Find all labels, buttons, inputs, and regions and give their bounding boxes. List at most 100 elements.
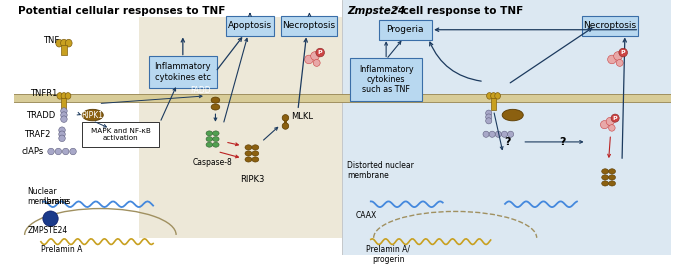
Bar <box>62 98 66 110</box>
Circle shape <box>61 116 67 122</box>
Ellipse shape <box>601 175 608 180</box>
Circle shape <box>608 125 615 131</box>
Ellipse shape <box>601 181 608 186</box>
Circle shape <box>311 52 319 60</box>
Ellipse shape <box>252 151 259 156</box>
Circle shape <box>483 131 489 137</box>
Circle shape <box>70 148 76 155</box>
Bar <box>61 45 67 55</box>
Circle shape <box>495 131 501 137</box>
Circle shape <box>55 148 62 155</box>
Circle shape <box>59 135 65 142</box>
Bar <box>491 98 496 110</box>
Ellipse shape <box>211 97 220 103</box>
Text: Necroptosis: Necroptosis <box>584 21 636 30</box>
Circle shape <box>305 55 313 64</box>
Circle shape <box>59 131 65 138</box>
Ellipse shape <box>252 157 259 162</box>
Circle shape <box>486 118 492 124</box>
Circle shape <box>59 127 65 134</box>
Text: Distorted nuclear
membrane: Distorted nuclear membrane <box>347 161 414 181</box>
Text: Inflammatory
cytokines
such as TNF: Inflammatory cytokines such as TNF <box>359 65 414 94</box>
Ellipse shape <box>60 39 67 47</box>
Circle shape <box>601 120 608 129</box>
FancyBboxPatch shape <box>379 20 432 40</box>
Ellipse shape <box>245 145 252 150</box>
Circle shape <box>608 55 616 64</box>
Text: CAAX: CAAX <box>356 211 377 220</box>
FancyBboxPatch shape <box>582 16 638 36</box>
Ellipse shape <box>608 169 616 174</box>
Ellipse shape <box>495 93 501 99</box>
Circle shape <box>316 48 325 57</box>
Circle shape <box>313 60 320 66</box>
Bar <box>139 17 342 238</box>
Ellipse shape <box>245 157 252 162</box>
Text: Zmpste24: Zmpste24 <box>347 6 405 16</box>
Text: RIPK3: RIPK3 <box>240 174 264 184</box>
Ellipse shape <box>252 145 259 150</box>
FancyBboxPatch shape <box>281 16 337 36</box>
Circle shape <box>43 211 58 226</box>
Ellipse shape <box>212 137 219 142</box>
FancyBboxPatch shape <box>225 16 275 36</box>
Text: Inflammatory
cytokines etc: Inflammatory cytokines etc <box>155 62 211 82</box>
Ellipse shape <box>211 104 220 110</box>
Circle shape <box>489 131 495 137</box>
Circle shape <box>611 114 619 122</box>
Text: TNFR1: TNFR1 <box>30 89 58 98</box>
Bar <box>342 94 671 102</box>
Ellipse shape <box>212 142 219 147</box>
Ellipse shape <box>206 131 212 136</box>
FancyBboxPatch shape <box>350 58 422 101</box>
Text: RIPK1: RIPK1 <box>82 111 103 120</box>
Text: P: P <box>621 50 625 55</box>
Circle shape <box>61 108 67 114</box>
Circle shape <box>48 148 54 155</box>
Circle shape <box>616 60 623 66</box>
Ellipse shape <box>245 151 252 156</box>
Bar <box>14 94 342 102</box>
Text: TRAF2: TRAF2 <box>24 130 50 139</box>
Ellipse shape <box>502 109 523 121</box>
Ellipse shape <box>57 93 63 99</box>
Circle shape <box>486 114 492 120</box>
Circle shape <box>61 112 67 118</box>
Circle shape <box>508 131 514 137</box>
Ellipse shape <box>65 39 72 47</box>
Text: Apoptosis: Apoptosis <box>228 21 272 30</box>
Ellipse shape <box>282 115 288 121</box>
Text: P: P <box>318 50 323 55</box>
Circle shape <box>62 148 69 155</box>
Circle shape <box>606 117 614 126</box>
Text: Nuclear
membrane: Nuclear membrane <box>27 187 69 206</box>
Text: cIAPs: cIAPs <box>22 147 44 156</box>
Text: −/−: −/− <box>391 6 403 11</box>
Ellipse shape <box>61 93 67 99</box>
Ellipse shape <box>212 131 219 136</box>
Ellipse shape <box>608 175 616 180</box>
Text: MLKL: MLKL <box>291 113 313 122</box>
Bar <box>342 0 671 255</box>
Text: MAPK and NF-κB
activation: MAPK and NF-κB activation <box>90 128 151 141</box>
Circle shape <box>619 48 627 57</box>
Ellipse shape <box>206 137 212 142</box>
Ellipse shape <box>608 181 616 186</box>
Circle shape <box>486 110 492 116</box>
Text: ?: ? <box>560 137 566 147</box>
Text: Potential cellular responses to TNF: Potential cellular responses to TNF <box>18 6 225 16</box>
Text: TNF: TNF <box>43 36 59 45</box>
FancyBboxPatch shape <box>82 122 159 147</box>
Ellipse shape <box>490 93 497 99</box>
Ellipse shape <box>282 123 288 129</box>
Ellipse shape <box>601 169 608 174</box>
Text: P: P <box>613 116 617 121</box>
Text: Necroptosis: Necroptosis <box>282 21 336 30</box>
Circle shape <box>614 52 622 60</box>
Ellipse shape <box>55 39 62 47</box>
Bar <box>14 0 342 255</box>
Ellipse shape <box>65 93 71 99</box>
Text: Lamins: Lamins <box>43 197 71 206</box>
Text: cell response to TNF: cell response to TNF <box>399 6 523 16</box>
Text: Caspase-8: Caspase-8 <box>192 158 232 167</box>
